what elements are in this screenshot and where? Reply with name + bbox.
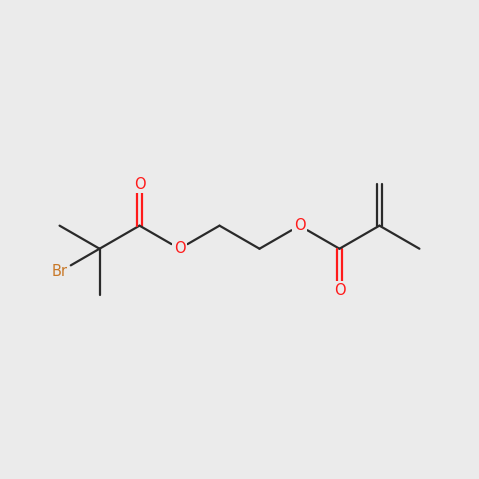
Text: O: O: [334, 283, 345, 298]
Text: O: O: [174, 241, 185, 256]
Text: Br: Br: [52, 264, 68, 279]
Text: O: O: [134, 177, 145, 192]
Text: O: O: [294, 218, 305, 233]
